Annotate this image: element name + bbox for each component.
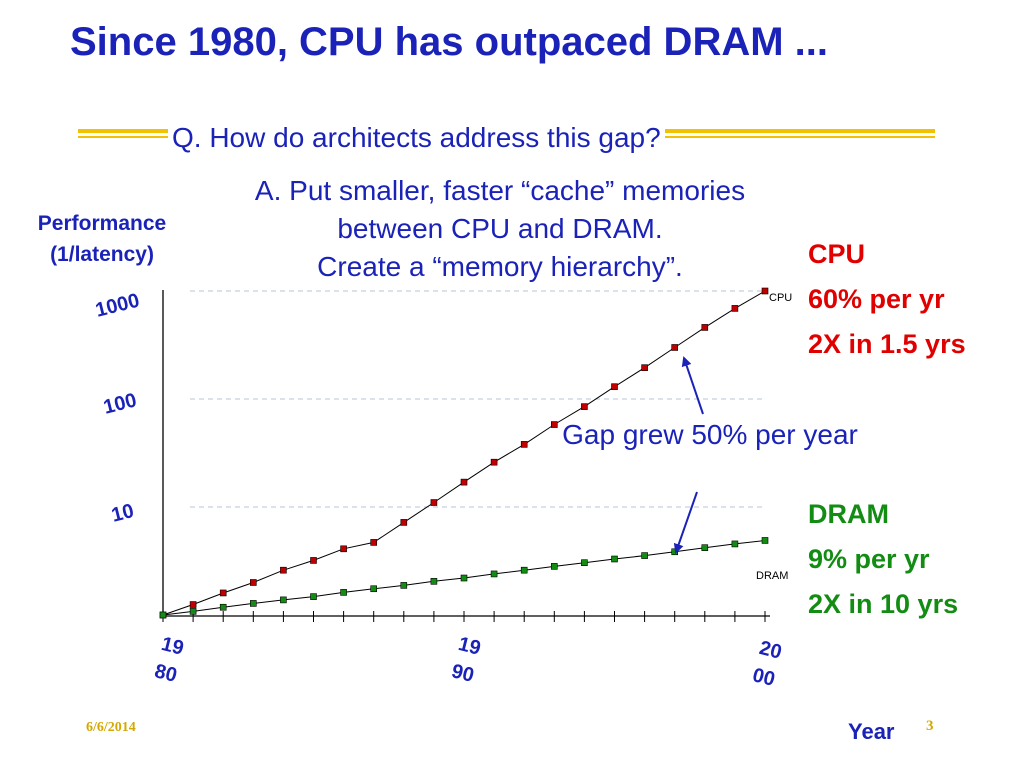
cpu-data-point [520, 441, 528, 448]
cpu-note-heading: CPU [808, 239, 866, 269]
answer-line: between CPU and DRAM. [337, 213, 663, 244]
cpu-data-point [250, 579, 257, 586]
cpu-data-point [761, 287, 769, 295]
cpu-series-line [162, 290, 766, 616]
cpu-data-point [731, 305, 739, 312]
gap-arrow-to-cpu [681, 356, 704, 415]
cpu-data-point [310, 557, 317, 564]
answer-text: A. Put smaller, faster “cache” memories … [180, 172, 820, 286]
cpu-growth-note: CPU 60% per yr 2X in 1.5 yrs [808, 232, 966, 367]
cpu-data-point [219, 589, 227, 597]
dram-data-point [701, 544, 709, 551]
dram-note-doubling: 2X in 10 yrs [808, 589, 959, 619]
dram-growth-note: DRAM 9% per yr 2X in 10 yrs [808, 492, 958, 627]
y-axis-label: Performance (1/latency) [18, 208, 186, 270]
cpu-data-point [430, 499, 438, 506]
series-layer [159, 287, 769, 619]
dram-data-point [581, 559, 588, 566]
dram-data-point [340, 589, 347, 596]
cpu-data-point [400, 519, 408, 526]
cpu-data-point [611, 383, 618, 390]
cpu-data-point [550, 421, 558, 428]
dram-note-heading: DRAM [808, 499, 889, 529]
grid-layer [190, 290, 765, 508]
cpu-data-point [641, 364, 648, 371]
cpu-data-point [581, 403, 588, 410]
dram-data-point [641, 552, 648, 559]
dram-data-point [159, 611, 167, 619]
dram-data-point [400, 582, 408, 589]
dram-note-rate: 9% per yr [808, 544, 930, 574]
cpu-note-rate: 60% per yr [808, 284, 945, 314]
cpu-data-point [370, 539, 378, 546]
cpu-note-doubling: 2X in 1.5 yrs [808, 329, 966, 359]
dram-series-label: DRAM [756, 570, 789, 582]
x-axis-label: Year [848, 719, 895, 744]
arrow-layer [673, 356, 704, 554]
cpu-data-point [280, 566, 287, 574]
dram-data-point [250, 600, 257, 607]
dram-data-point [490, 570, 498, 578]
dram-data-point [189, 608, 197, 615]
cpu-series-label: CPU [769, 292, 793, 304]
page-number: 3 [926, 718, 934, 734]
dram-data-point [310, 593, 317, 600]
gap-annotation: Gap grew 50% per year [562, 419, 858, 450]
footer-date: 6/6/2014 [86, 720, 136, 735]
dram-data-point [520, 566, 528, 574]
dram-data-point [460, 574, 468, 582]
cpu-data-point [189, 601, 197, 608]
gap-arrow-to-dram [673, 491, 698, 554]
dram-data-point [280, 596, 287, 604]
slide-title: Since 1980, CPU has outpaced DRAM ... [70, 20, 828, 64]
axis-layer [162, 290, 770, 622]
cpu-data-point [671, 344, 679, 351]
y-axis-label-line: Performance [37, 212, 167, 235]
dram-data-point [219, 603, 227, 611]
answer-line: Create a “memory hierarchy”. [317, 251, 683, 282]
question-text: Q. How do architects address this gap? [168, 122, 665, 154]
y-axis-label-line: (1/latency) [50, 243, 154, 266]
dram-data-point [370, 585, 378, 593]
cpu-data-point [460, 478, 468, 486]
cpu-data-point [340, 545, 347, 553]
answer-line: A. Put smaller, faster “cache” memories [254, 175, 746, 206]
dram-data-point [430, 578, 438, 585]
dram-data-point [550, 563, 558, 570]
dram-data-point [611, 555, 618, 563]
cpu-data-point [701, 324, 709, 331]
dram-data-point [761, 537, 769, 544]
cpu-data-point [490, 458, 498, 466]
dram-data-point [731, 540, 739, 548]
